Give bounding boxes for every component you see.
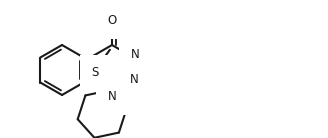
Text: S: S: [92, 67, 99, 79]
Text: O: O: [107, 14, 117, 27]
Text: N: N: [130, 73, 139, 86]
Text: N: N: [108, 91, 116, 104]
Text: N: N: [131, 48, 140, 61]
